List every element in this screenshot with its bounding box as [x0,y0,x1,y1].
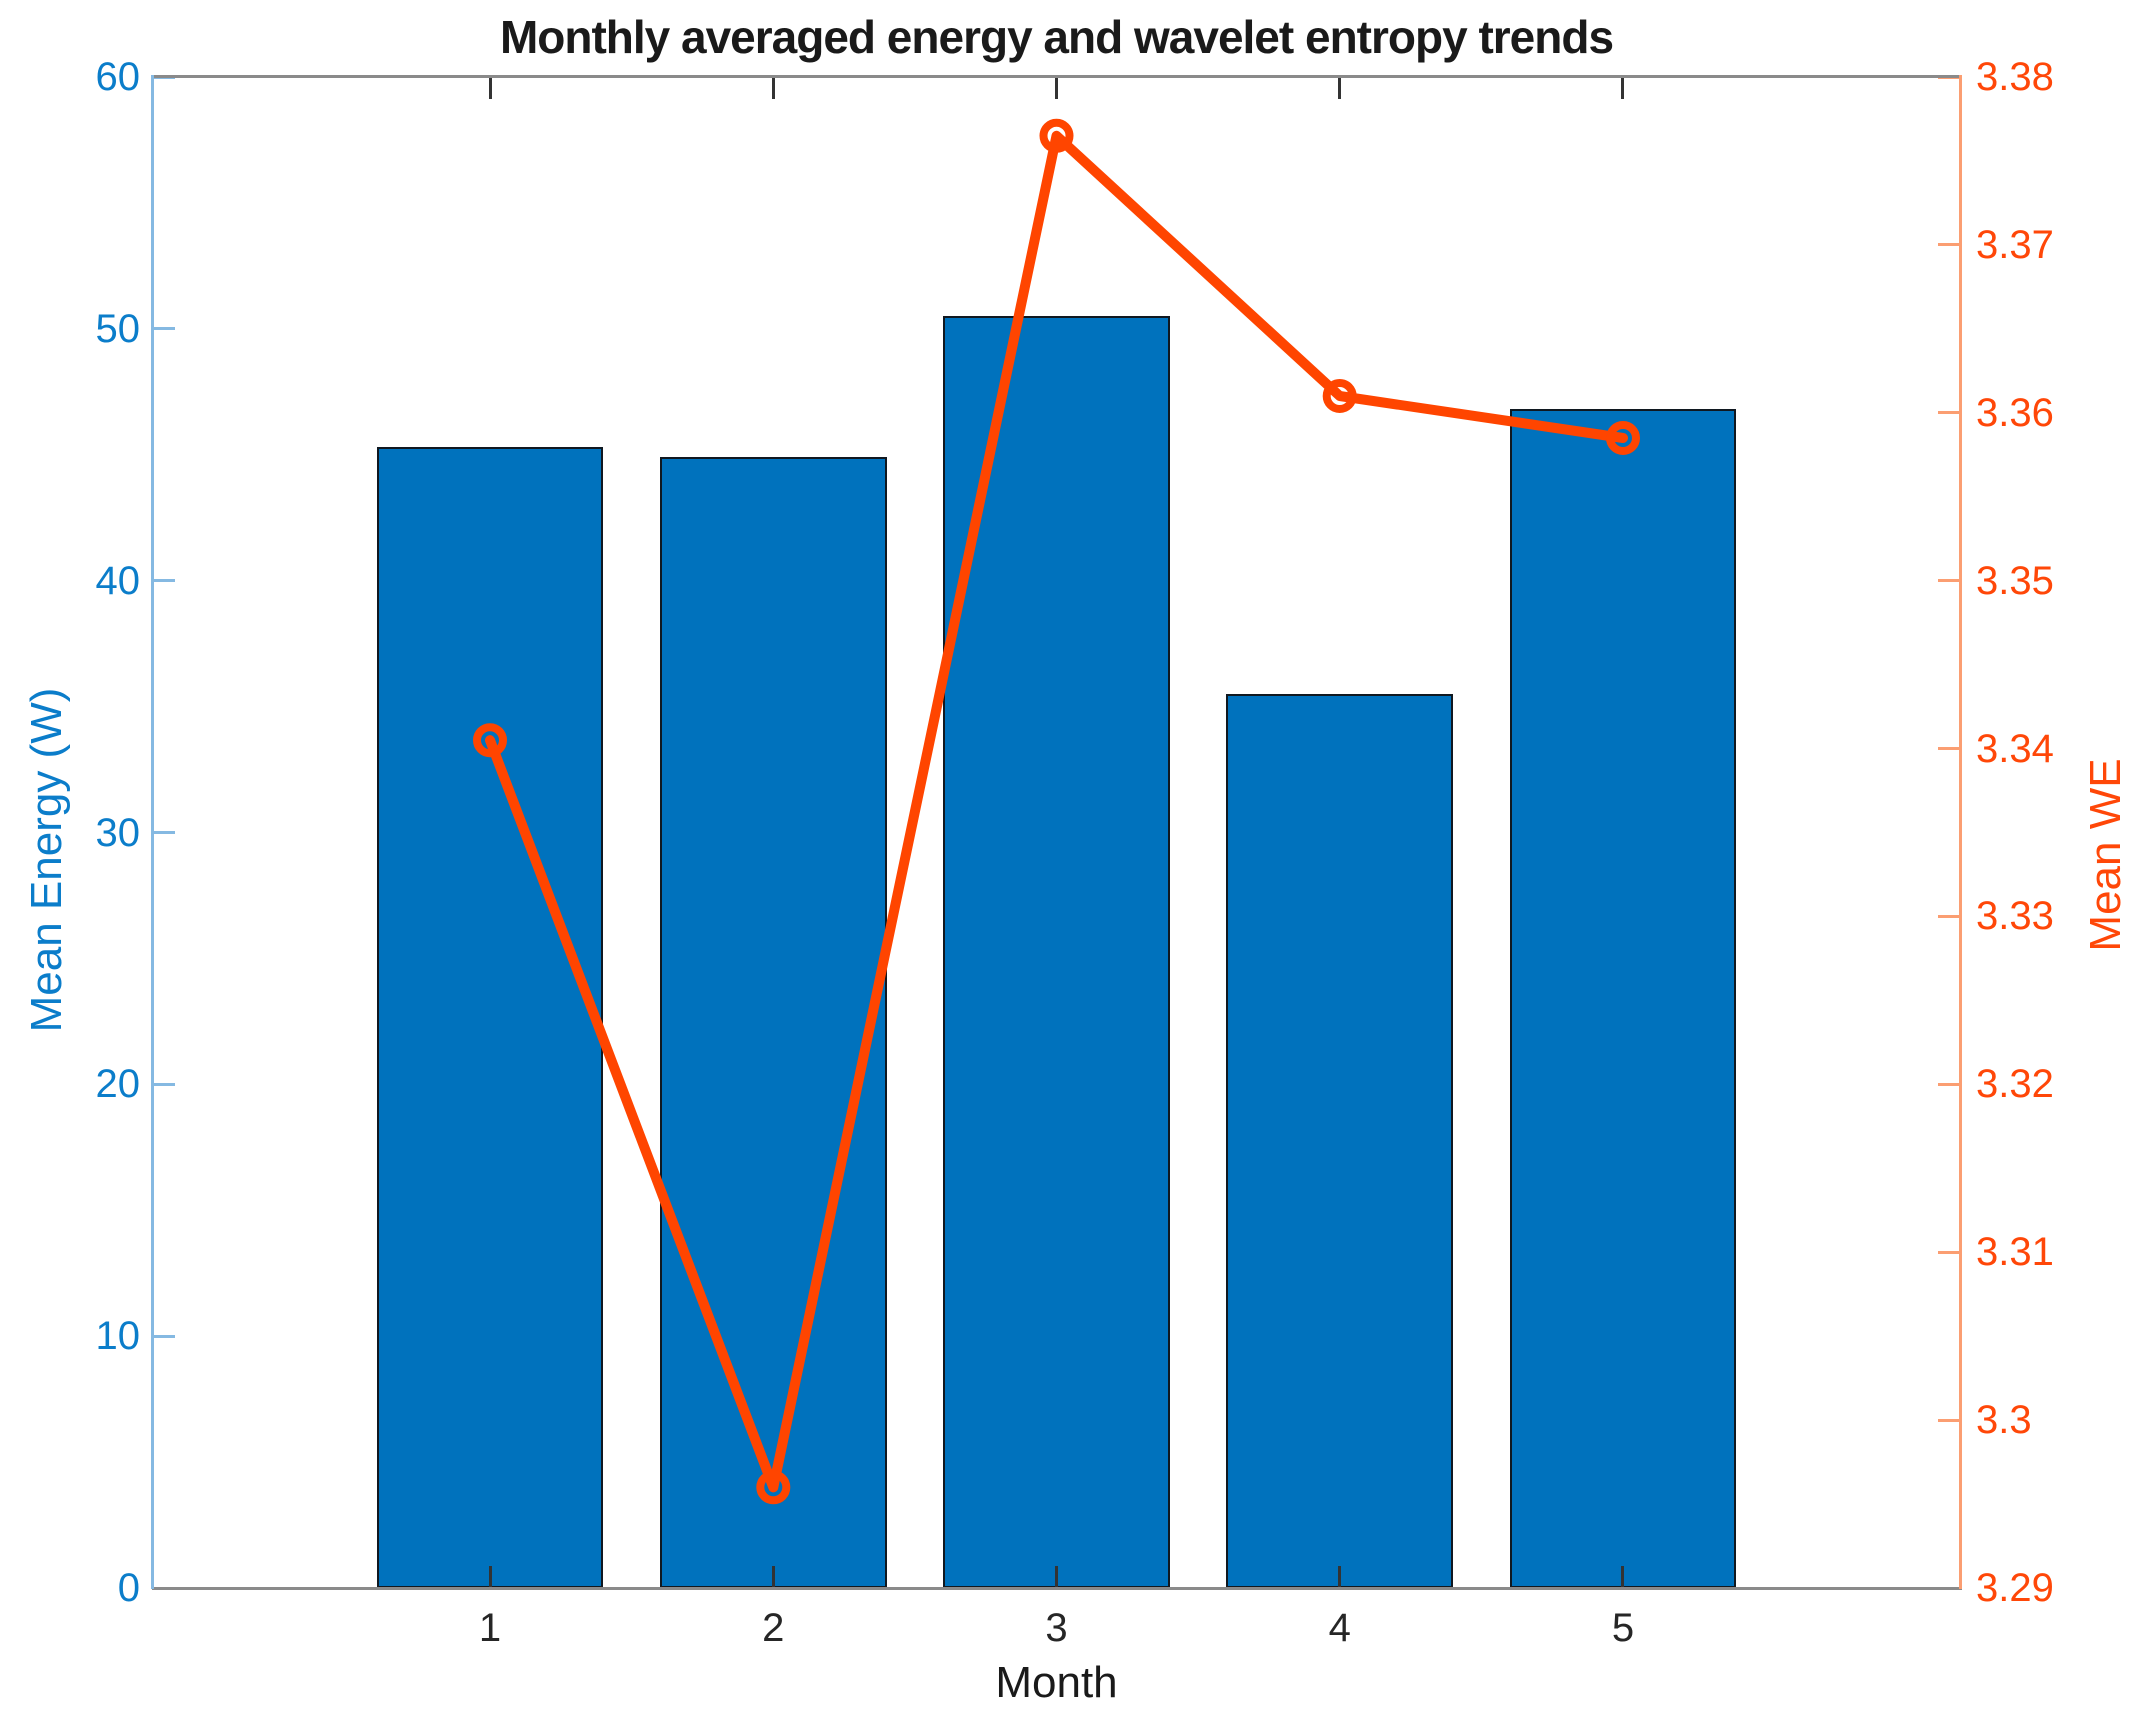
we-marker-month-5 [1606,421,1640,455]
y-tick-right-3.34 [1938,747,1960,751]
bar-month-1 [376,447,604,1588]
x-tick-label-3: 3 [1045,1606,1068,1650]
y-tick-left-30 [153,831,175,834]
y-tick-left-20 [153,1082,175,1086]
x-tick-label-4: 4 [1328,1606,1351,1650]
x-tick-label-1: 1 [478,1606,502,1650]
we-marker-month-1 [473,723,507,758]
x-tick-bottom-1 [488,1566,492,1588]
we-line-path [485,130,1628,1493]
plot-area [153,75,1960,1590]
axis-line-top [152,75,1962,78]
x-tick-top-2 [771,77,775,99]
y-tick-right-3.37 [1938,243,1960,247]
y-tick-right-3.32 [1938,1082,1960,1086]
y-tick-right-3.35 [1938,579,1960,583]
we-marker-month-4 [1322,379,1357,413]
bar-month-2 [659,457,887,1588]
axis-line-right [1959,75,1962,1589]
ticks-layer [153,75,1960,1590]
axis-line-bottom [152,1587,1962,1590]
x-tick-bottom-5 [1621,1566,1625,1588]
we-marker-month-2 [756,1470,791,1505]
y-tick-label-left-20: 20 [95,1062,141,1107]
x-tick-bottom-2 [771,1566,775,1588]
y-tick-right-3.36 [1938,411,1960,415]
bars-layer [153,77,1960,1588]
x-tick-label-2: 2 [762,1606,785,1650]
y-axis-label-left: Mean Energy (W) [22,687,71,1033]
x-tick-top-4 [1338,77,1342,99]
y-tick-label-left-10: 10 [95,1314,141,1359]
y-tick-label-right-3.3: 3.3 [1976,1398,2032,1443]
y-tick-label-right-3.36: 3.36 [1976,390,2054,435]
y-axis-label-right: Mean WE [2081,758,2130,952]
y-tick-label-left-50: 50 [95,306,141,351]
y-tick-label-right-3.37: 3.37 [1976,222,2054,267]
y-tick-right-3.33 [1938,914,1960,918]
x-tick-top-5 [1621,77,1625,99]
x-tick-top-1 [488,77,492,99]
bar-month-5 [1509,409,1737,1588]
y-tick-right-3.31 [1938,1250,1960,1254]
y-tick-label-left-30: 30 [95,810,141,855]
y-tick-left-50 [153,327,175,331]
y-tick-left-40 [153,579,175,583]
y-tick-label-right-3.35: 3.35 [1976,558,2054,603]
x-tick-bottom-3 [1055,1566,1058,1588]
x-tick-bottom-4 [1338,1566,1342,1588]
x-axis-label: Month [995,1658,1118,1707]
y-tick-right-3.3 [1938,1418,1960,1422]
y-tick-label-right-3.38: 3.38 [1976,55,2054,99]
bar-month-4 [1226,693,1453,1588]
y-tick-label-left-0: 0 [117,1566,140,1610]
y-tick-label-right-3.32: 3.32 [1976,1062,2054,1107]
x-tick-top-3 [1055,77,1058,99]
y-tick-label-right-3.31: 3.31 [1976,1230,2054,1275]
axis-line-left [151,75,154,1589]
y-tick-label-right-3.34: 3.34 [1976,726,2054,771]
we-marker-month-3 [1039,118,1074,153]
y-tick-label-left-40: 40 [95,558,141,603]
y-tick-label-left-60: 60 [95,55,141,99]
x-tick-label-5: 5 [1611,1606,1635,1650]
y-tick-label-right-3.29: 3.29 [1976,1566,2054,1610]
y-tick-left-10 [153,1334,175,1338]
chart-title: Monthly averaged energy and wavelet entr… [499,11,1614,63]
y-tick-label-right-3.33: 3.33 [1976,894,2054,939]
line-layer [473,118,1640,1505]
